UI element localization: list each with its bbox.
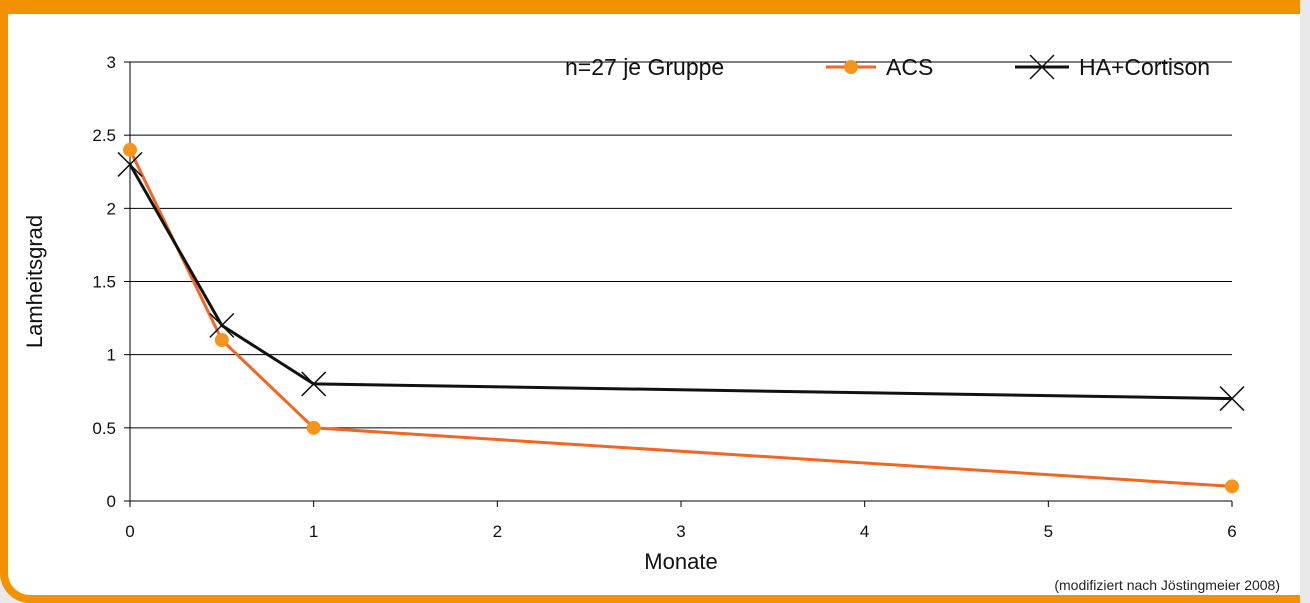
x-tick-label: 2 — [493, 522, 502, 541]
series-group — [117, 142, 1245, 494]
source-note: (modifiziert nach Jöstingmeier 2008) — [1054, 577, 1280, 593]
x-tick-label: 0 — [125, 522, 134, 541]
series-line-acs — [128, 149, 1233, 488]
legend-label: HA+Cortison — [1079, 54, 1210, 80]
x-tick-label: 3 — [676, 522, 685, 541]
legend: ACS HA+Cortison — [826, 54, 1210, 80]
data-point-circle — [1225, 479, 1239, 494]
legend-label: ACS — [886, 54, 933, 80]
data-point-circle — [306, 420, 321, 435]
y-tick-label: 0 — [107, 492, 116, 511]
data-point-x — [1219, 386, 1245, 412]
y-tick-label: 1.5 — [92, 273, 116, 292]
y-tick-label: 1 — [107, 346, 116, 365]
x-tick-label: 6 — [1227, 522, 1236, 541]
tick-labels: 0 0.5 1 1.5 2 2.5 3 0 1 2 3 4 5 6 — [92, 53, 1236, 541]
x-tick-label: 5 — [1044, 522, 1053, 541]
x-axis-title: Monate — [644, 549, 717, 574]
data-point-x — [301, 371, 327, 397]
data-point-circle — [844, 60, 858, 74]
y-tick-label: 0.5 — [92, 419, 116, 438]
x-tick-label: 1 — [309, 522, 318, 541]
data-point-x — [117, 151, 143, 177]
sample-size-annotation: n=27 je Gruppe — [565, 54, 724, 80]
axes — [124, 61, 1233, 507]
x-tick-label: 4 — [860, 522, 869, 541]
data-point-x — [209, 312, 235, 338]
y-tick-label: 2.5 — [92, 126, 116, 145]
y-tick-label: 3 — [107, 53, 116, 72]
data-point-x — [1029, 54, 1055, 80]
data-point-circle — [123, 142, 137, 157]
series-line-ha-cortison — [128, 163, 1233, 401]
y-tick-label: 2 — [107, 199, 116, 218]
y-axis-title: Lamheitsgrad — [22, 215, 47, 348]
data-point-circle — [214, 333, 229, 348]
